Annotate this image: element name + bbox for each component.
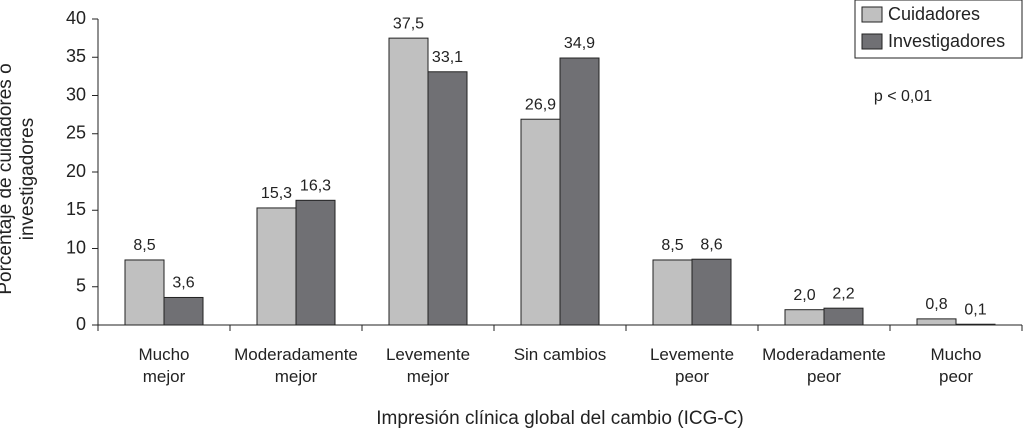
y-tick-label: 20 (66, 161, 86, 181)
y-tick-label: 10 (66, 237, 86, 257)
bar (427, 71, 468, 326)
value-label: 0,8 (925, 296, 947, 313)
bar (784, 309, 825, 326)
bar (163, 296, 204, 326)
y-tick-label: 40 (66, 8, 86, 28)
y-tick-label: 35 (66, 46, 86, 66)
bar (520, 118, 561, 326)
legend-swatch (861, 6, 883, 23)
value-label: 37,5 (393, 15, 424, 32)
bar (388, 37, 429, 326)
bar (652, 259, 693, 326)
value-label: 26,9 (525, 96, 556, 113)
y-tick-label: 15 (66, 199, 86, 219)
x-tick-label: Moderadamente peor (762, 345, 886, 386)
annotation: p < 0,01 (874, 88, 932, 105)
legend-label: Cuidadores (888, 4, 980, 24)
value-label: 2,2 (832, 285, 854, 302)
bar (295, 199, 336, 326)
bar (955, 323, 996, 326)
legend-label: Investigadores (888, 31, 1005, 51)
legend-box (854, 0, 1023, 59)
value-label: 2,0 (793, 287, 815, 304)
bar (691, 258, 732, 326)
value-label: 0,1 (964, 301, 986, 318)
x-tick-label: Moderadamente mejor (234, 345, 358, 386)
x-tick-label: Sin cambios (513, 345, 607, 364)
value-label: 33,1 (432, 49, 463, 66)
x-axis-label: Impresión clínica global del cambio (ICG… (376, 408, 744, 429)
x-tick-label: Mucho mejor (138, 345, 190, 386)
bar (916, 318, 957, 326)
bar (124, 259, 165, 326)
value-label: 8,5 (133, 237, 155, 254)
value-label: 8,5 (661, 237, 683, 254)
value-label: 34,9 (564, 35, 595, 52)
y-axis-label: Porcentaje de cuidadores o investigadore… (0, 63, 38, 295)
y-tick-label: 5 (76, 276, 86, 296)
x-tick-label: Levemente mejor (385, 345, 471, 386)
bar (256, 207, 297, 326)
value-label: 15,3 (261, 185, 292, 202)
y-tick-label: 0 (76, 314, 86, 334)
y-tick-label: 30 (66, 84, 86, 104)
value-label: 3,6 (172, 275, 194, 292)
legend-swatch (861, 33, 883, 50)
bar (823, 307, 864, 326)
y-tick-label: 25 (66, 123, 86, 143)
value-label: 16,3 (300, 178, 331, 195)
bar (559, 57, 600, 326)
x-tick-label: Levemente peor (649, 345, 735, 386)
x-tick-label: Mucho peor (930, 345, 982, 386)
value-label: 8,6 (700, 236, 722, 253)
